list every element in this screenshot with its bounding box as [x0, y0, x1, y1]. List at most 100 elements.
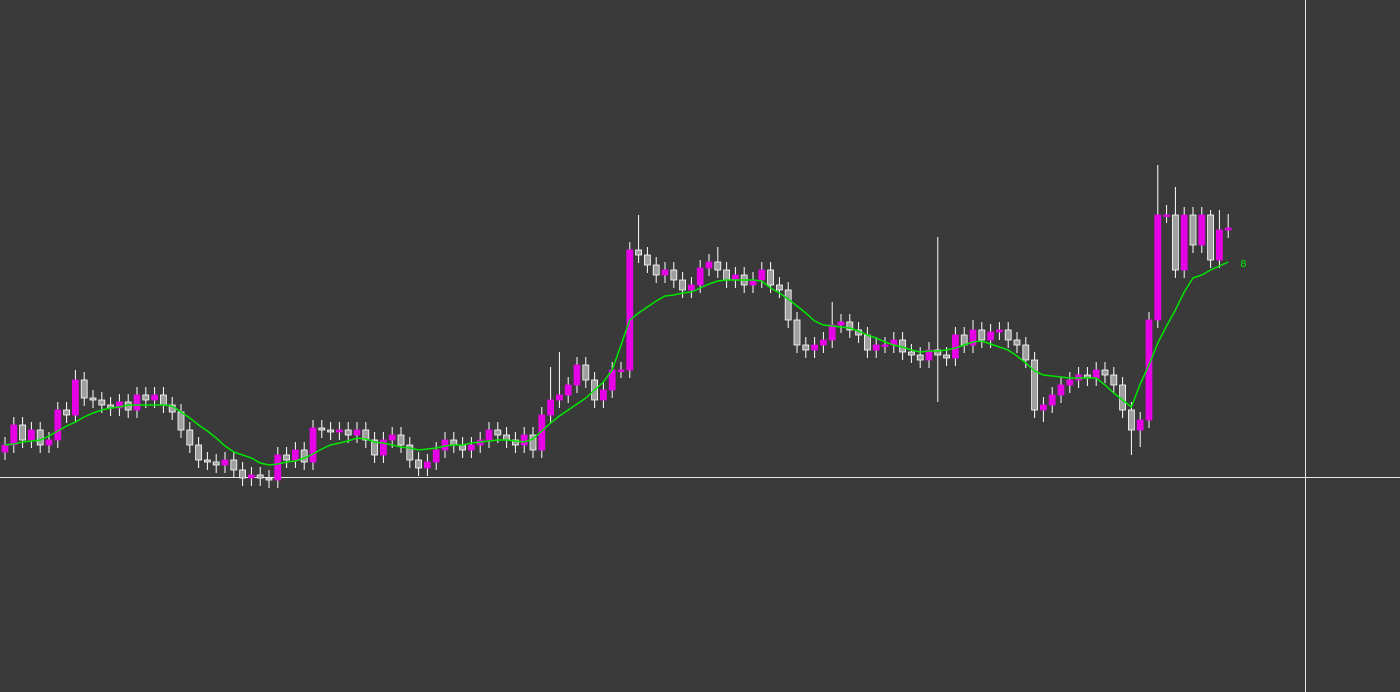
candle-body	[318, 427, 326, 431]
candle-body	[688, 284, 695, 291]
candle-body	[379, 439, 387, 456]
candle-body	[485, 429, 493, 441]
candle-body	[520, 434, 528, 446]
candle-body	[397, 434, 405, 446]
candle-body	[925, 349, 933, 361]
candle-body	[1013, 339, 1021, 346]
candle-body	[10, 424, 18, 446]
candle-body	[758, 269, 766, 281]
candle-body	[943, 354, 950, 359]
candle-body	[547, 399, 554, 416]
candle-body	[512, 439, 519, 446]
candle-body	[696, 267, 704, 286]
candle-body	[837, 321, 845, 326]
candle-body	[617, 369, 625, 372]
candle-body	[335, 429, 343, 433]
candle-body	[661, 269, 669, 276]
candle-body	[247, 474, 255, 479]
candle-body	[723, 269, 730, 281]
candle-body	[776, 284, 783, 291]
candle-body	[1198, 214, 1206, 246]
candle-body	[793, 319, 801, 346]
candle-body	[1031, 359, 1038, 411]
moving-average-line	[4, 261, 1229, 466]
candle-body	[626, 249, 634, 371]
candle-body	[159, 394, 167, 406]
candle-body	[36, 429, 44, 446]
candle-body	[63, 409, 70, 416]
candle-body	[291, 449, 299, 461]
candle-body	[1048, 394, 1056, 406]
candle-body	[1128, 409, 1135, 431]
candle-body	[1216, 229, 1223, 261]
candle-body	[820, 339, 827, 346]
candle-body	[80, 379, 88, 399]
candle-body	[133, 394, 141, 411]
candle-body	[406, 444, 414, 461]
candle-body	[714, 261, 722, 271]
candle-body	[969, 329, 977, 346]
candle-body	[635, 249, 642, 256]
candle-body	[881, 344, 889, 347]
candle-body	[987, 331, 994, 341]
candle-body	[72, 379, 79, 416]
candle-body	[362, 429, 370, 441]
candle-body	[274, 454, 282, 481]
candle-body	[432, 449, 440, 463]
candle-body	[203, 459, 211, 463]
candle-body	[978, 329, 986, 341]
candle-body	[142, 394, 150, 401]
candle-body	[221, 459, 229, 466]
candle-body	[441, 439, 449, 451]
candle-body	[89, 397, 97, 401]
candle-body	[872, 344, 880, 351]
candle-body	[1180, 214, 1188, 271]
candle-body	[1172, 214, 1179, 271]
candle-body	[582, 364, 590, 381]
candle-body	[230, 459, 238, 471]
candle-body	[705, 261, 713, 269]
candle-body	[1154, 214, 1162, 321]
candle-body	[802, 344, 810, 351]
candle-body	[195, 444, 203, 461]
candle-body	[1101, 369, 1109, 376]
candle-body	[300, 449, 308, 463]
candle-body	[600, 389, 607, 401]
candle-body	[679, 279, 686, 291]
candle-body	[371, 439, 379, 456]
candle-body	[1057, 384, 1065, 396]
candle-body	[1092, 369, 1100, 379]
candle-body	[177, 411, 185, 431]
candle-body	[652, 264, 660, 276]
candle-body	[784, 289, 792, 321]
candle-body	[151, 394, 159, 401]
candle-body	[54, 409, 62, 441]
candle-body	[415, 459, 423, 469]
candle-body	[1, 444, 9, 453]
candle-body	[239, 469, 247, 479]
candle-body	[529, 434, 537, 451]
candle-body	[934, 349, 942, 356]
candle-body	[423, 461, 431, 469]
candle-body	[256, 474, 264, 479]
candle-body	[1110, 374, 1118, 386]
candle-body	[767, 269, 774, 286]
candle-body	[494, 429, 502, 436]
candle-body	[1066, 379, 1074, 386]
candle-body	[353, 429, 361, 436]
candle-body	[309, 427, 317, 463]
candle-body	[98, 399, 106, 406]
candle-body	[670, 269, 678, 281]
candle-body	[388, 434, 396, 441]
candle-body	[916, 354, 924, 361]
candle-body	[344, 429, 352, 436]
candle-body	[996, 329, 1003, 333]
candle-body	[1004, 329, 1012, 341]
candle-body	[864, 334, 871, 351]
candle-body	[1136, 419, 1144, 431]
candle-body	[846, 321, 854, 331]
candle-body	[1022, 344, 1030, 361]
